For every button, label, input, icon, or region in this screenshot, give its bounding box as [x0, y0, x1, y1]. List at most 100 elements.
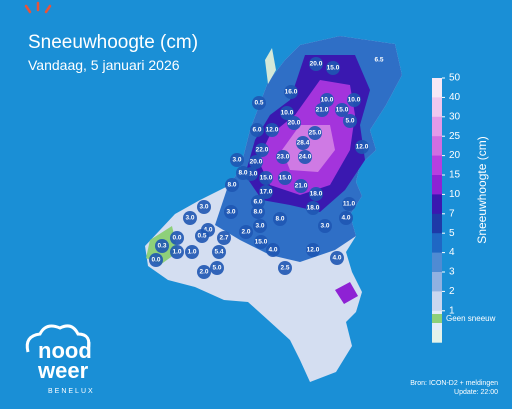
- station-value: 3.0: [232, 157, 241, 164]
- colorbar-tick-label: 30: [449, 111, 461, 122]
- station-marker: [326, 61, 340, 75]
- colorbar-tick-label: 2: [449, 286, 455, 297]
- station-value: 23.0: [277, 154, 290, 161]
- station-value: 21.0: [295, 183, 308, 190]
- station-value: 6.0: [252, 127, 261, 134]
- station-marker: [294, 179, 308, 193]
- station-value: 28.4: [297, 140, 310, 147]
- colorbar-tick-label: 15: [449, 170, 461, 181]
- station-value: 12.0: [356, 144, 369, 151]
- colorbar-segment: [432, 213, 442, 234]
- station-marker: [224, 205, 238, 219]
- map-labels: 6.520.015.016.00.5 10.0 10.021.0 15.010.05.…: [149, 57, 384, 279]
- station-marker: [298, 150, 312, 164]
- colorbar-segment: [432, 175, 442, 195]
- station-marker: [210, 261, 224, 275]
- station-marker: [197, 265, 211, 279]
- station-marker: [170, 245, 184, 259]
- station-value: 8.0: [275, 216, 284, 223]
- station-value: 20.0: [250, 159, 263, 166]
- station-marker: [239, 225, 253, 239]
- station-value: 24.0: [299, 154, 312, 161]
- station-value: 6.5: [374, 57, 383, 64]
- station-value: 15.0: [336, 107, 349, 114]
- station-value: 3.0: [199, 204, 208, 211]
- station-marker: [309, 187, 323, 201]
- station-marker: [249, 155, 263, 169]
- station-marker: [236, 166, 250, 180]
- colorbar-tick-label: 5: [449, 228, 455, 239]
- station-value: 18.0: [310, 191, 323, 198]
- title: Sneeuwhoogte (cm): [28, 32, 198, 53]
- station-marker: [273, 212, 287, 226]
- colorbar-segment: [432, 291, 442, 312]
- colorbar-tick-label: 20: [449, 150, 461, 161]
- colorbar-segment: [432, 252, 442, 273]
- source: Bron: ICON-D2 + meldingen: [410, 380, 498, 387]
- colorbar-tick-label: 50: [449, 73, 461, 84]
- station-marker: [170, 231, 184, 245]
- logo: nood weer BENELUX: [25, 324, 95, 395]
- station-marker: [355, 140, 369, 154]
- station-value: 10.0: [321, 97, 334, 104]
- station-value: 0.3: [157, 243, 166, 250]
- station-marker: [253, 219, 267, 233]
- station-value: 4.0: [332, 255, 341, 262]
- station-value: 10.0: [281, 110, 294, 117]
- station-marker: [309, 57, 323, 71]
- station-value: 5.0: [212, 265, 221, 272]
- colorbar-segment: [432, 116, 442, 137]
- station-marker: [230, 153, 244, 167]
- station-marker: [251, 195, 265, 209]
- station-value: 16.0: [285, 89, 298, 96]
- station-marker: [217, 231, 231, 245]
- station-marker: [347, 93, 361, 107]
- station-value: 4.0: [203, 227, 212, 234]
- colorbar-segment: [432, 330, 442, 343]
- station-marker: [185, 245, 199, 259]
- colorbar-tick-label: 7: [449, 208, 455, 219]
- station-marker: [276, 150, 290, 164]
- station-marker: [284, 85, 298, 99]
- colorbar-tick-label: 3: [449, 267, 455, 278]
- station-marker: [280, 106, 294, 120]
- station-value: 2.7: [219, 235, 228, 242]
- station-marker: [197, 200, 211, 214]
- colorbar-tick-label: 25: [449, 131, 461, 142]
- colorbar-segment: [432, 78, 442, 98]
- station-marker: [212, 245, 226, 259]
- colorbar-segment: [432, 136, 442, 157]
- update-time: Update: 22:00: [454, 389, 498, 396]
- station-value: 15.0: [255, 239, 268, 246]
- station-marker: [296, 136, 310, 150]
- colorbar-segment: [432, 233, 442, 254]
- no-snow-label: Geen sneeuw: [446, 314, 496, 323]
- station-marker: [306, 201, 320, 215]
- station-value: 18.0: [307, 205, 320, 212]
- station-marker: [255, 143, 269, 157]
- logo-text: nood: [38, 338, 92, 363]
- station-marker: [278, 171, 292, 185]
- station-marker: [254, 235, 268, 249]
- station-value: 0.5: [197, 233, 206, 240]
- station-marker: [306, 243, 320, 257]
- station-value: 0.0: [172, 235, 181, 242]
- station-value: 0.0: [151, 257, 160, 264]
- station-value: 8.0: [253, 209, 262, 216]
- colorbar-tick-label: 1: [449, 305, 455, 316]
- station-value: 4.0: [268, 247, 277, 254]
- station-value: 3.0: [185, 215, 194, 222]
- station-value: 15.0: [327, 65, 340, 72]
- station-marker: [251, 205, 265, 219]
- subtitle: Vandaag, 5 januari 2026: [28, 57, 180, 73]
- colorbar-tick-label: 4: [449, 247, 455, 258]
- station-marker: [259, 185, 273, 199]
- colorbar-segment: [432, 194, 442, 215]
- logo-subtext: BENELUX: [48, 388, 95, 395]
- station-marker: [343, 114, 357, 128]
- station-marker: [266, 243, 280, 257]
- colorbar-segment: [432, 155, 442, 176]
- no-snow-swatch: [432, 314, 442, 323]
- logo-text: weer: [37, 358, 89, 383]
- station-value: 21.0: [316, 107, 329, 114]
